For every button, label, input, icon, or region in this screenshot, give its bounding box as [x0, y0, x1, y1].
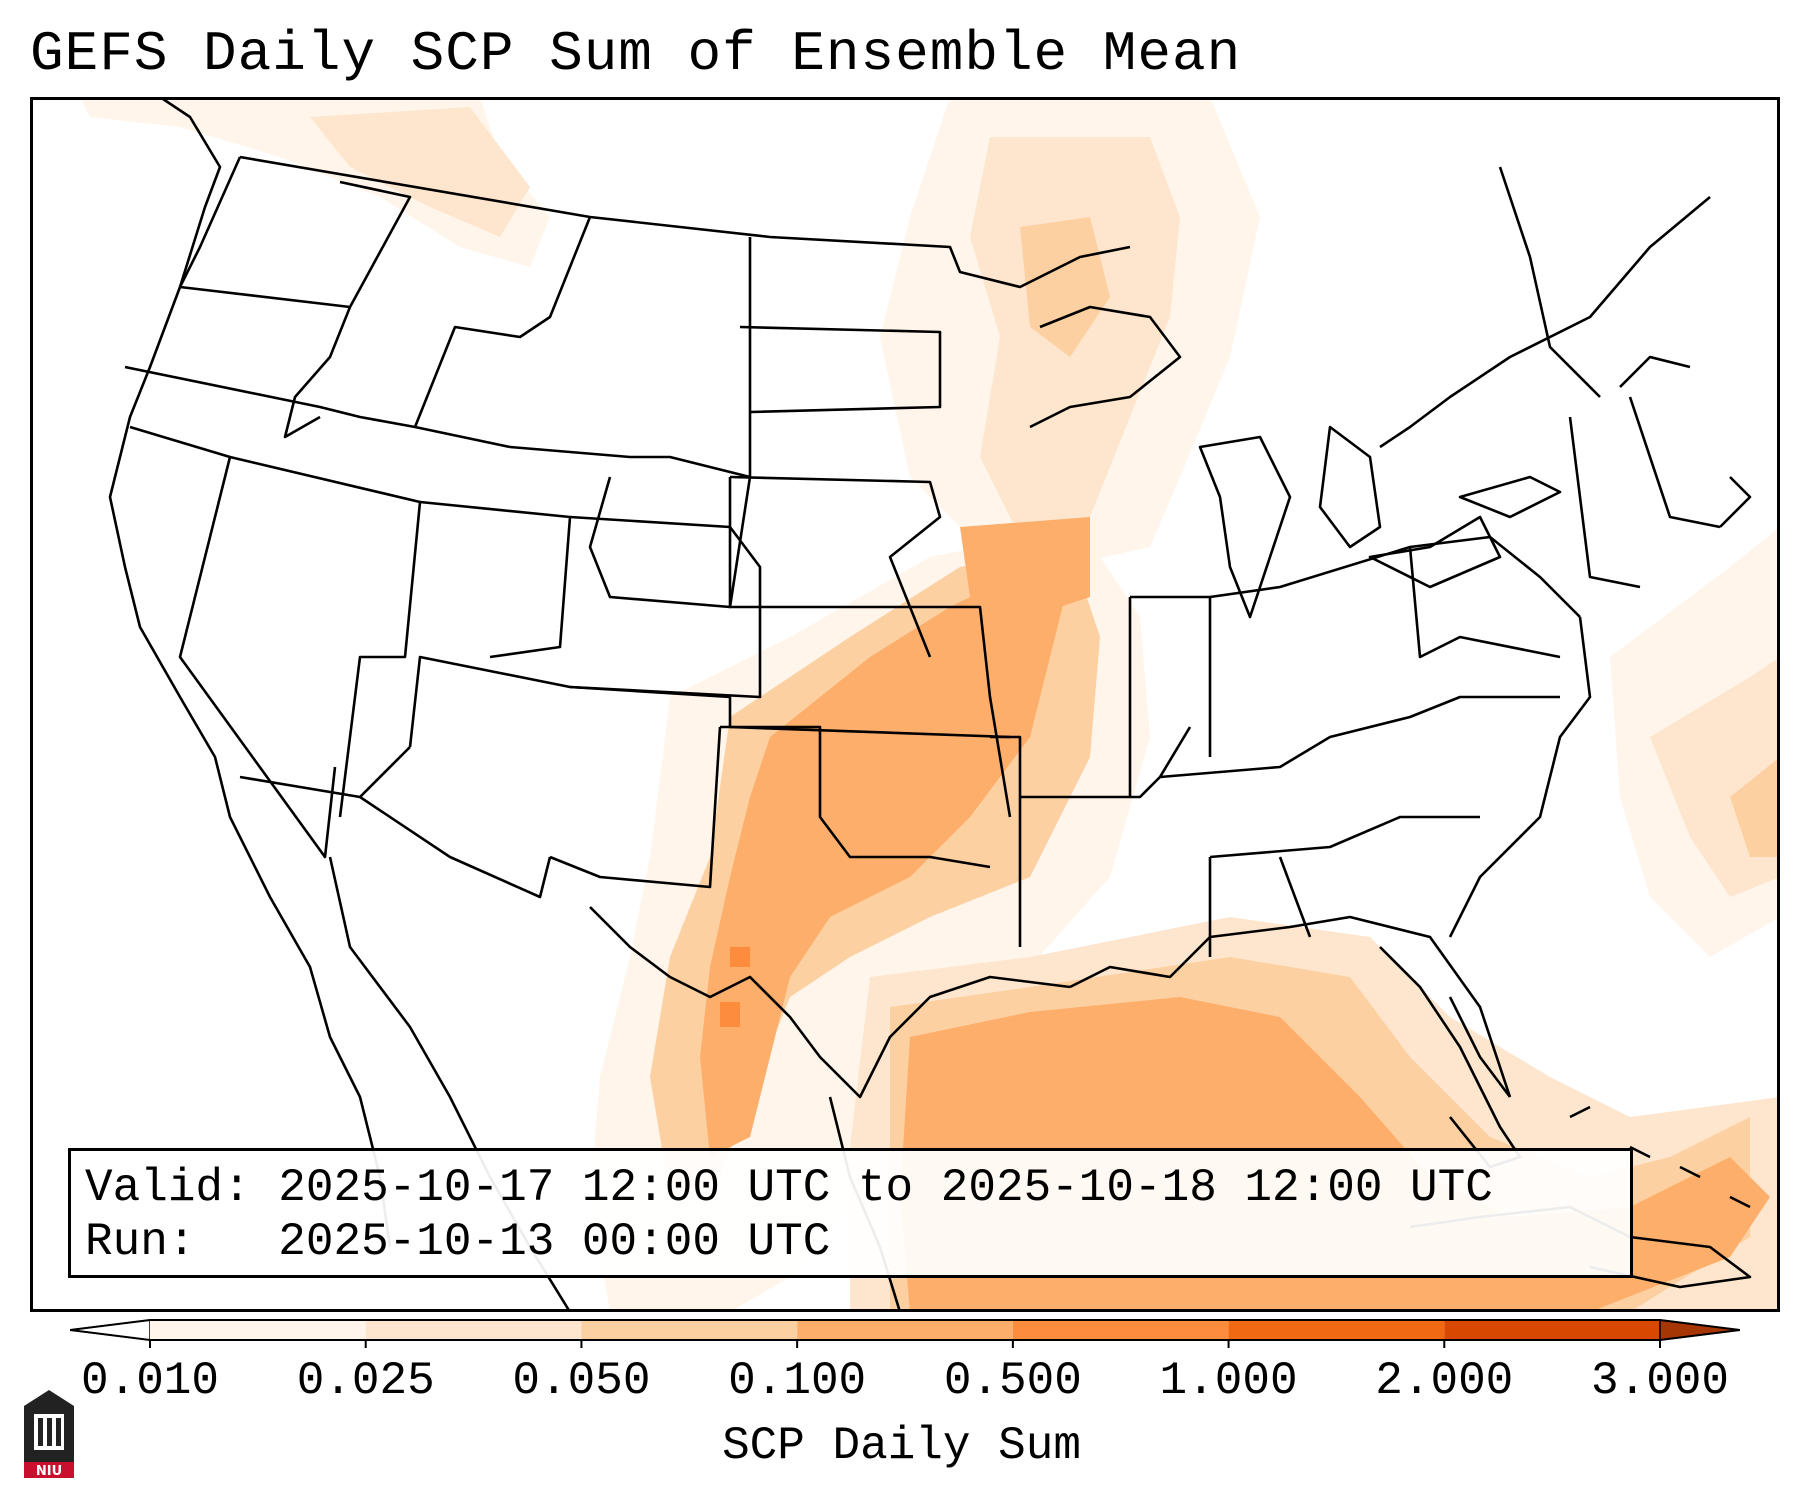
map-title: GEFS Daily SCP Sum of Ensemble Mean	[30, 22, 1242, 86]
map-border	[30, 97, 1780, 1312]
colorbar-under-extend	[70, 1319, 151, 1341]
colorbar-bin	[581, 1320, 798, 1340]
colorbar-tick-label: 3.000	[1590, 1355, 1730, 1407]
colorbar-tick-label: 0.500	[943, 1355, 1082, 1407]
scp-area-texas-peak-2	[720, 1002, 740, 1027]
colorbar-over-extend	[1659, 1319, 1740, 1341]
validity-info-box: Valid: 2025-10-17 12:00 UTC to 2025-10-1…	[68, 1148, 1633, 1278]
colorbar-tick-label: 1.000	[1159, 1355, 1298, 1407]
scp-area-texas-peak	[730, 947, 750, 967]
colorbar-bin	[797, 1320, 1013, 1340]
colorbar-tick-label: 0.010	[80, 1355, 220, 1407]
colorbar-label: SCP Daily Sum	[722, 1420, 1081, 1472]
colorbar-bin	[150, 1320, 366, 1340]
colorbar	[70, 1319, 1740, 1348]
colorbar-bin	[1228, 1320, 1445, 1340]
colorbar-tick-label: 0.100	[728, 1355, 867, 1407]
scp-area-plains-strong	[700, 577, 1070, 1157]
map-panel	[30, 97, 1780, 1312]
scp-area-northwest-light	[310, 107, 530, 237]
colorbar-tick-label: 2.000	[1375, 1355, 1514, 1407]
colorbar-bin	[1012, 1320, 1229, 1340]
logo-text: NIU	[36, 1464, 62, 1479]
niu-logo: NIU	[24, 1390, 74, 1479]
colorbar-tick-label: 0.050	[512, 1355, 651, 1407]
scp-area-north-medium	[1020, 217, 1110, 357]
run-label: Run:	[85, 1216, 196, 1268]
valid-label: Valid:	[85, 1162, 251, 1214]
valid-value: 2025-10-17 12:00 UTC to 2025-10-18 12:00…	[278, 1162, 1493, 1214]
scp-area-atlantic-strong	[1730, 757, 1780, 857]
colorbar-bin	[365, 1320, 582, 1340]
run-value: 2025-10-13 00:00 UTC	[278, 1216, 831, 1268]
colorbar-tick-label: 0.025	[296, 1355, 435, 1407]
colorbar-bin	[1444, 1320, 1660, 1340]
scp-area-iowa-strong	[960, 517, 1090, 617]
